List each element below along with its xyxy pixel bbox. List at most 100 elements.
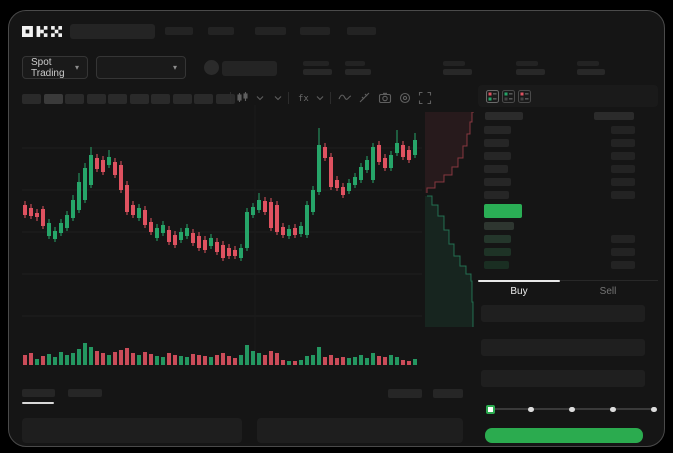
timeframe-button-skeleton[interactable]	[87, 94, 106, 104]
candles-and-volume	[22, 105, 422, 365]
timeframe-button-skeleton[interactable]	[151, 94, 170, 104]
market-dropdown[interactable]: ▾	[96, 56, 186, 79]
bid-amount-skeleton	[611, 235, 635, 243]
slider-step-dot[interactable]	[528, 406, 534, 412]
slider-step-dot[interactable]	[651, 406, 657, 412]
avatar-skeleton[interactable]	[204, 60, 219, 75]
orders-active-tab-underline	[22, 402, 54, 404]
bid-price-skeleton[interactable]	[484, 261, 509, 269]
timeframe-button-skeleton[interactable]	[194, 94, 213, 104]
bid-price-skeleton[interactable]	[484, 248, 511, 256]
indicators-icon[interactable]: fx	[296, 91, 310, 105]
ticker-stat-label-skeleton	[443, 61, 465, 66]
ask-price-skeleton[interactable]	[484, 139, 509, 147]
order-input-skeleton[interactable]	[481, 339, 645, 356]
ob-price-header-skeleton	[485, 112, 523, 120]
ticker-stat-label-skeleton	[345, 61, 365, 66]
orders-table-skeleton	[257, 418, 463, 443]
ob-amount-header-skeleton	[594, 112, 634, 120]
fullscreen-icon[interactable]	[418, 91, 432, 105]
spot-trading-label: Spot Trading	[31, 56, 65, 79]
ask-amount-skeleton	[611, 165, 635, 173]
tab-buy[interactable]: Buy	[478, 284, 560, 298]
ask-amount-skeleton	[611, 152, 635, 160]
slider-step-dot[interactable]	[610, 406, 616, 412]
nav-item-skeleton[interactable]	[165, 27, 193, 35]
orders-tab-skeleton[interactable]	[22, 389, 55, 397]
nav-item-skeleton[interactable]	[347, 27, 376, 35]
timeframe-button-skeleton[interactable]	[22, 94, 41, 104]
ticker-stat-value-skeleton	[443, 69, 472, 75]
ask-amount-skeleton	[611, 139, 635, 147]
last-price-highlight[interactable]	[484, 204, 522, 218]
account-skeleton	[222, 61, 277, 76]
nav-item-skeleton[interactable]	[300, 27, 330, 35]
timeframe-button-skeleton[interactable]	[173, 94, 192, 104]
chevron-down-icon: ▾	[74, 62, 79, 72]
order-input-skeleton[interactable]	[481, 305, 645, 322]
ask-price-skeleton[interactable]	[484, 165, 508, 173]
slider-handle[interactable]	[485, 405, 495, 414]
asks-depth-area	[425, 112, 474, 193]
wave-icon[interactable]	[338, 91, 352, 105]
timeframe-button-skeleton[interactable]	[44, 94, 63, 104]
ask-amount-skeleton	[611, 178, 635, 186]
buy-tab-active-indicator	[478, 280, 560, 282]
ask-price-skeleton[interactable]	[484, 191, 509, 199]
camera-icon[interactable]	[378, 91, 392, 105]
ticker-stat-value-skeleton	[516, 69, 545, 75]
tab-divider	[478, 280, 658, 281]
ask-amount-skeleton	[611, 126, 635, 134]
orderbook-asks-icon[interactable]	[518, 90, 531, 103]
okx-logo[interactable]	[22, 26, 62, 37]
bid-price-skeleton[interactable]	[484, 222, 514, 230]
orders-action-skeleton[interactable]	[388, 389, 422, 398]
ticker-stat-value-skeleton	[577, 69, 605, 75]
bid-amount-skeleton	[611, 261, 635, 269]
orders-tab-skeleton[interactable]	[68, 389, 102, 397]
timeframe-button-skeleton[interactable]	[65, 94, 84, 104]
timeframe-button-skeleton[interactable]	[108, 94, 127, 104]
slider-step-dot[interactable]	[569, 406, 575, 412]
sell-tab-label: Sell	[599, 285, 617, 297]
spot-trading-selector[interactable]: Spot Trading ▾	[22, 56, 88, 79]
depth-chart	[425, 112, 474, 327]
bid-price-skeleton[interactable]	[484, 235, 511, 243]
nav-item-skeleton[interactable]	[208, 27, 234, 35]
bids-depth-area	[425, 196, 473, 327]
ticker-stat-label-skeleton	[516, 61, 538, 66]
settings-gear-icon[interactable]	[398, 91, 412, 105]
tab-sell[interactable]: Sell	[560, 284, 656, 298]
ticker-stat-value-skeleton	[303, 69, 332, 75]
order-input-skeleton[interactable]	[481, 370, 645, 387]
ruler-icon[interactable]	[358, 91, 372, 105]
candlestick-chart-icon[interactable]	[236, 91, 250, 105]
nav-item-skeleton[interactable]	[255, 27, 286, 35]
toolbar-divider	[288, 92, 289, 104]
candlestick-chart[interactable]	[22, 105, 422, 375]
toolbar-divider	[330, 92, 331, 104]
ask-price-skeleton[interactable]	[484, 152, 511, 160]
orders-action-skeleton[interactable]	[433, 389, 463, 398]
chevron-down-icon[interactable]	[253, 91, 267, 105]
ticker-stat-label-skeleton	[303, 61, 329, 66]
timeframe-button-skeleton[interactable]	[216, 94, 235, 104]
orders-table-skeleton	[22, 418, 242, 443]
bid-amount-skeleton	[611, 248, 635, 256]
submit-order-button[interactable]	[485, 428, 643, 443]
bids-depth-line	[427, 195, 474, 327]
header-search-skeleton[interactable]	[70, 24, 155, 39]
svg-text:fx: fx	[298, 94, 309, 104]
ticker-stat-value-skeleton	[345, 69, 371, 75]
orderbook-all-icon[interactable]	[486, 90, 499, 103]
orderbook-bids-icon[interactable]	[502, 90, 515, 103]
asks-depth-line	[426, 112, 474, 193]
ask-price-skeleton[interactable]	[484, 126, 511, 134]
ask-price-skeleton[interactable]	[484, 178, 511, 186]
chevron-down-icon: ▾	[172, 62, 177, 72]
chevron-down-icon[interactable]	[271, 91, 285, 105]
buy-tab-label: Buy	[510, 285, 528, 297]
chevron-down-icon[interactable]	[313, 91, 327, 105]
timeframe-button-skeleton[interactable]	[130, 94, 149, 104]
